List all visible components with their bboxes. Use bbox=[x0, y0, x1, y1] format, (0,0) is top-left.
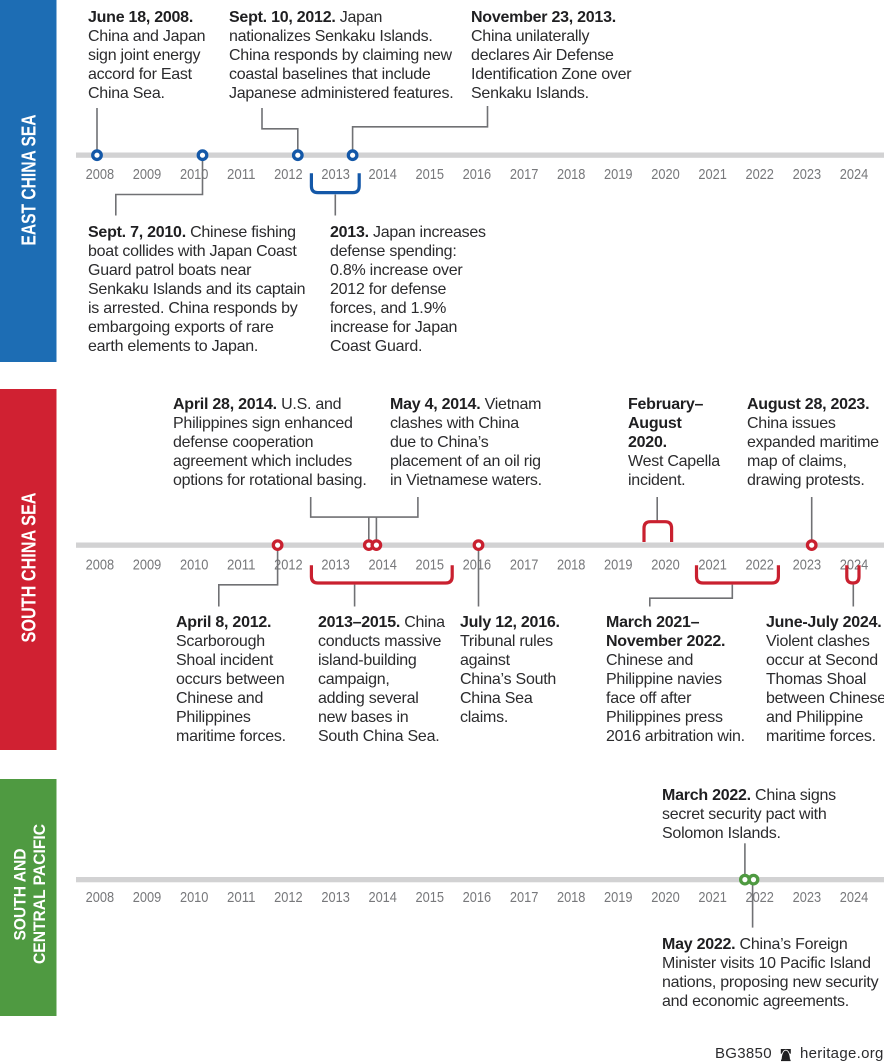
svg-text:2016: 2016 bbox=[463, 166, 492, 183]
svg-text:EAST CHINA SEA: EAST CHINA SEA bbox=[19, 115, 41, 246]
svg-text:2010: 2010 bbox=[180, 556, 209, 573]
svg-text:2013: 2013 bbox=[321, 166, 350, 183]
svg-text:2008: 2008 bbox=[86, 889, 115, 906]
svg-text:2014: 2014 bbox=[368, 889, 397, 906]
svg-text:2010: 2010 bbox=[180, 166, 209, 183]
svg-text:2024: 2024 bbox=[840, 166, 869, 183]
svg-text:2024: 2024 bbox=[840, 556, 869, 573]
svg-text:2015: 2015 bbox=[416, 556, 445, 573]
svg-text:2014: 2014 bbox=[368, 556, 397, 573]
svg-text:2015: 2015 bbox=[416, 889, 445, 906]
svg-text:2008: 2008 bbox=[86, 556, 115, 573]
svg-text:2017: 2017 bbox=[510, 556, 539, 573]
svg-text:2016: 2016 bbox=[463, 889, 492, 906]
svg-text:SOUTH CHINA SEA: SOUTH CHINA SEA bbox=[19, 493, 41, 643]
svg-text:2011: 2011 bbox=[227, 889, 256, 906]
svg-text:2012: 2012 bbox=[274, 556, 303, 573]
svg-text:2017: 2017 bbox=[510, 889, 539, 906]
svg-text:SOUTH AND: SOUTH AND bbox=[11, 849, 30, 941]
svg-text:2008: 2008 bbox=[86, 166, 115, 183]
svg-text:2020: 2020 bbox=[651, 889, 680, 906]
svg-text:2014: 2014 bbox=[368, 166, 397, 183]
svg-text:2013: 2013 bbox=[321, 556, 350, 573]
svg-text:2019: 2019 bbox=[604, 166, 633, 183]
svg-text:2009: 2009 bbox=[133, 889, 162, 906]
svg-text:2013: 2013 bbox=[321, 889, 350, 906]
svg-text:2022: 2022 bbox=[745, 889, 774, 906]
svg-text:2024: 2024 bbox=[840, 889, 869, 906]
svg-text:2021: 2021 bbox=[698, 166, 727, 183]
svg-text:CENTRAL PACIFIC: CENTRAL PACIFIC bbox=[30, 824, 49, 964]
svg-text:2022: 2022 bbox=[745, 556, 774, 573]
svg-text:2019: 2019 bbox=[604, 556, 633, 573]
svg-text:2023: 2023 bbox=[793, 889, 822, 906]
svg-text:2012: 2012 bbox=[274, 166, 303, 183]
svg-text:2018: 2018 bbox=[557, 166, 586, 183]
svg-text:2023: 2023 bbox=[793, 166, 822, 183]
svg-text:2021: 2021 bbox=[698, 889, 727, 906]
svg-text:2009: 2009 bbox=[133, 166, 162, 183]
svg-text:2022: 2022 bbox=[745, 166, 774, 183]
svg-text:2012: 2012 bbox=[274, 889, 303, 906]
svg-text:2020: 2020 bbox=[651, 556, 680, 573]
svg-text:2009: 2009 bbox=[133, 556, 162, 573]
svg-text:2015: 2015 bbox=[416, 166, 445, 183]
svg-text:2010: 2010 bbox=[180, 889, 209, 906]
svg-text:2017: 2017 bbox=[510, 166, 539, 183]
svg-text:2019: 2019 bbox=[604, 889, 633, 906]
svg-text:2021: 2021 bbox=[698, 556, 727, 573]
svg-text:2018: 2018 bbox=[557, 556, 586, 573]
svg-text:2020: 2020 bbox=[651, 166, 680, 183]
svg-text:2023: 2023 bbox=[793, 556, 822, 573]
svg-text:2011: 2011 bbox=[227, 556, 256, 573]
svg-text:2016: 2016 bbox=[463, 556, 492, 573]
svg-text:2018: 2018 bbox=[557, 889, 586, 906]
svg-text:2011: 2011 bbox=[227, 166, 256, 183]
